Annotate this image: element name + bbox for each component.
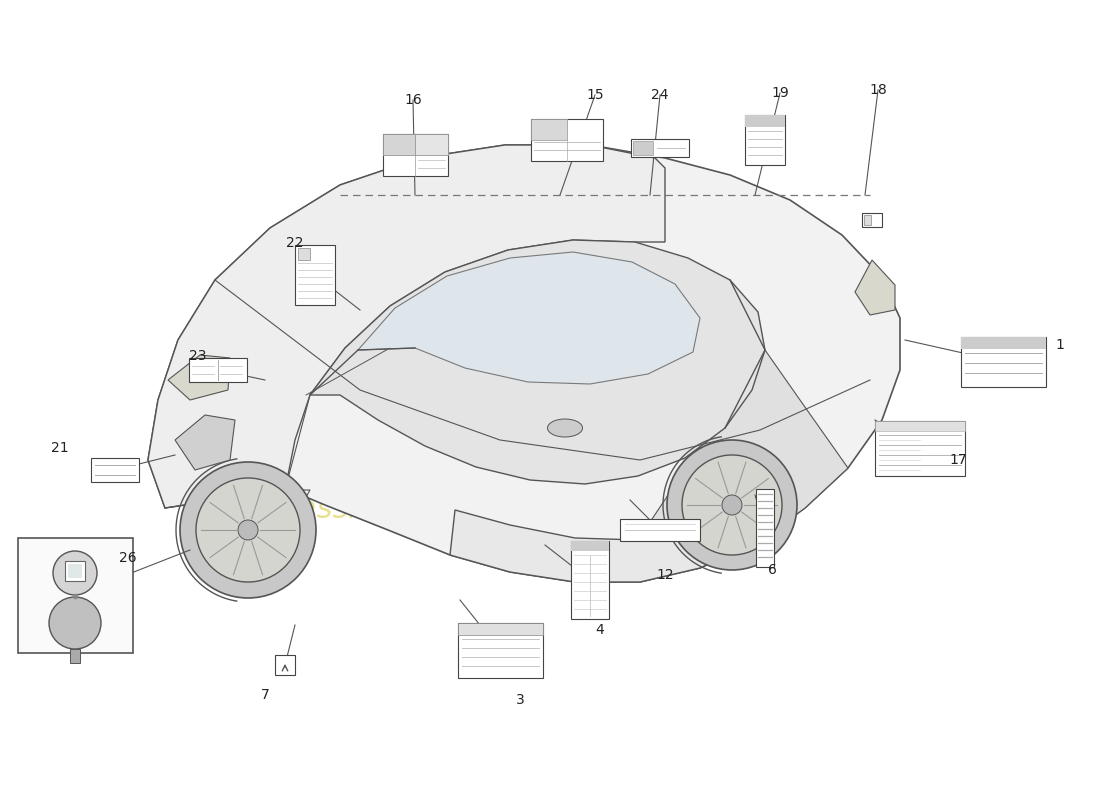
Bar [571, 541, 609, 619]
Text: 4: 4 [595, 623, 604, 637]
Polygon shape [168, 355, 230, 400]
Polygon shape [148, 145, 900, 582]
Bar [91, 458, 139, 482]
Bar [745, 115, 785, 127]
Circle shape [50, 597, 101, 649]
Bar [415, 134, 448, 155]
Bar [960, 337, 1045, 349]
Text: 7: 7 [261, 688, 270, 702]
Bar [874, 421, 965, 430]
Text: 12: 12 [657, 568, 674, 582]
Circle shape [722, 495, 742, 515]
Text: 23: 23 [189, 349, 207, 363]
Circle shape [53, 551, 97, 595]
Polygon shape [450, 510, 758, 582]
Bar [531, 119, 603, 161]
Text: EUROSPARES: EUROSPARES [241, 350, 859, 430]
Text: 6: 6 [768, 563, 777, 577]
Bar [70, 649, 80, 663]
Polygon shape [358, 252, 700, 384]
Bar [862, 213, 882, 227]
Polygon shape [148, 145, 666, 508]
Text: 16: 16 [404, 93, 422, 107]
Text: 24: 24 [651, 88, 669, 102]
Bar [18, 538, 132, 653]
Bar [189, 358, 248, 382]
Text: 21: 21 [52, 441, 69, 455]
Bar [620, 519, 700, 541]
Ellipse shape [548, 419, 583, 437]
Text: 15: 15 [586, 88, 604, 102]
Bar [383, 134, 415, 155]
Bar [874, 421, 965, 475]
Bar [571, 541, 609, 551]
Text: 18: 18 [869, 83, 887, 97]
Bar [298, 248, 310, 260]
Polygon shape [638, 350, 848, 542]
Text: 22: 22 [286, 236, 304, 250]
Bar [745, 115, 785, 165]
Text: 26: 26 [119, 551, 136, 565]
Circle shape [180, 462, 316, 598]
Text: 17: 17 [949, 453, 967, 467]
Circle shape [667, 440, 798, 570]
Bar [275, 655, 295, 675]
Text: a passion for parts since 1985: a passion for parts since 1985 [250, 495, 711, 525]
Bar [756, 489, 774, 567]
Bar [65, 561, 85, 581]
Bar [631, 139, 689, 157]
Polygon shape [175, 415, 235, 470]
Circle shape [196, 478, 300, 582]
Bar [864, 215, 871, 225]
Bar [531, 119, 566, 140]
Text: 3: 3 [516, 693, 525, 707]
Bar [632, 141, 653, 155]
Circle shape [682, 455, 782, 555]
Bar [960, 337, 1045, 387]
Circle shape [238, 520, 258, 540]
Bar [295, 245, 336, 305]
Bar [383, 134, 448, 176]
Polygon shape [855, 260, 895, 315]
Text: 1: 1 [1056, 338, 1065, 352]
Bar [68, 564, 82, 578]
Bar [458, 622, 542, 678]
Polygon shape [310, 240, 764, 484]
Text: 19: 19 [771, 86, 789, 100]
Bar [458, 622, 542, 634]
